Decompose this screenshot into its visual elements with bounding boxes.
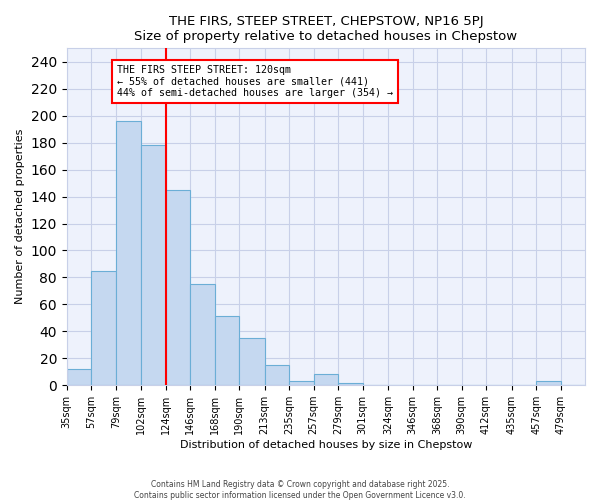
Y-axis label: Number of detached properties: Number of detached properties — [15, 129, 25, 304]
Bar — [239, 338, 265, 385]
Bar — [265, 365, 289, 385]
Bar — [141, 146, 166, 385]
Text: Contains HM Land Registry data © Crown copyright and database right 2025.
Contai: Contains HM Land Registry data © Crown c… — [134, 480, 466, 500]
Bar — [91, 270, 116, 385]
Bar — [338, 382, 362, 385]
Bar — [314, 374, 338, 385]
Text: THE FIRS STEEP STREET: 120sqm
← 55% of detached houses are smaller (441)
44% of : THE FIRS STEEP STREET: 120sqm ← 55% of d… — [117, 64, 393, 98]
Bar — [190, 284, 215, 385]
Bar — [166, 190, 190, 385]
Bar — [215, 316, 239, 385]
X-axis label: Distribution of detached houses by size in Chepstow: Distribution of detached houses by size … — [180, 440, 472, 450]
Bar — [116, 121, 141, 385]
Bar — [289, 381, 314, 385]
Title: THE FIRS, STEEP STREET, CHEPSTOW, NP16 5PJ
Size of property relative to detached: THE FIRS, STEEP STREET, CHEPSTOW, NP16 5… — [134, 15, 517, 43]
Bar — [536, 381, 560, 385]
Bar — [67, 369, 91, 385]
